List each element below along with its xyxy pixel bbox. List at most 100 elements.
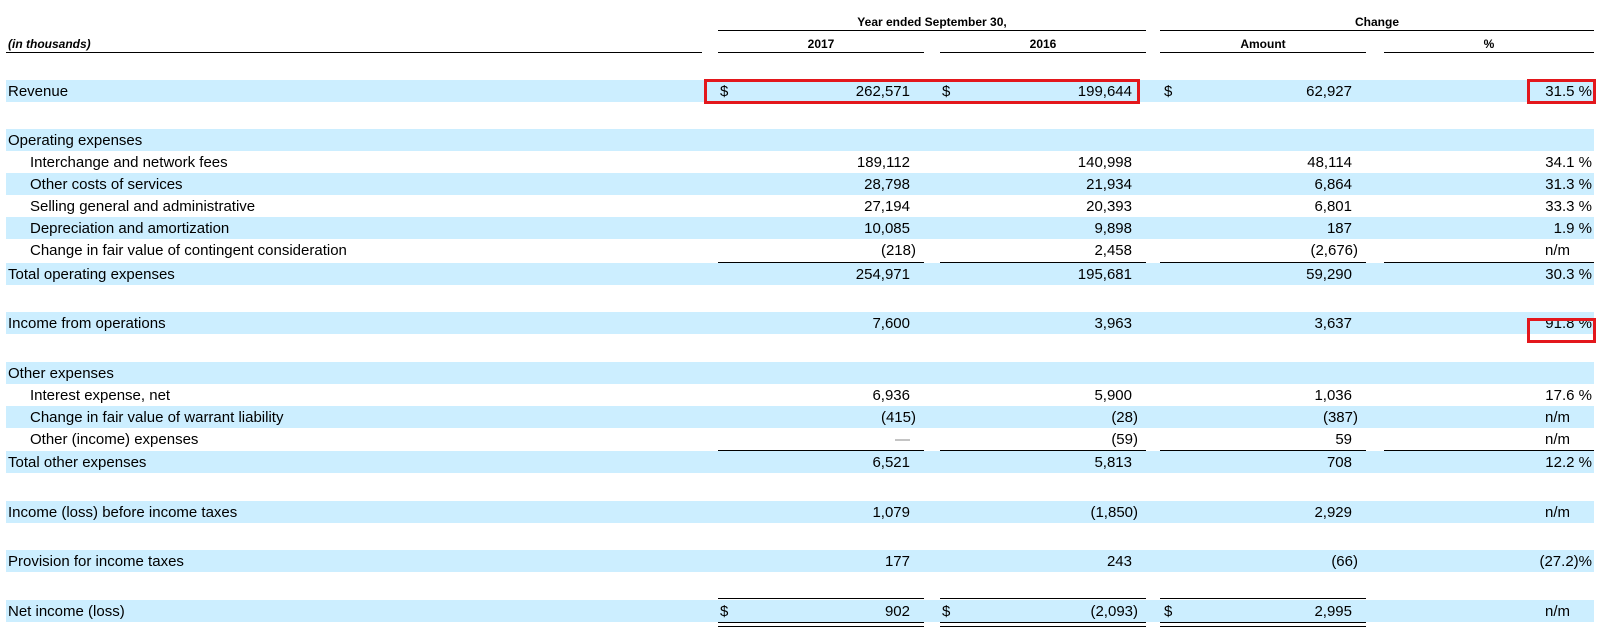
value-2016: 20,393 bbox=[1086, 198, 1132, 215]
highlight-box-income-ops-pct bbox=[1527, 318, 1596, 343]
change-amount: 6,864 bbox=[1314, 176, 1352, 193]
row-label: Income from operations bbox=[8, 315, 166, 332]
change-pct: n/m bbox=[1544, 242, 1570, 259]
table-row-revenue: Revenue $ 262,571 $ 199,644 $ 62,927 31.… bbox=[6, 80, 1594, 102]
value-2017: 10,085 bbox=[864, 220, 910, 237]
section-header-operating-expenses: Operating expenses bbox=[6, 129, 1594, 151]
subtotal-rule bbox=[940, 262, 1146, 263]
table-row-total-operating-expenses: Total operating expenses 254,971 195,681… bbox=[6, 263, 1594, 285]
table-row-contingent: Change in fair value of contingent consi… bbox=[6, 239, 1594, 261]
row-label: Revenue bbox=[8, 83, 69, 100]
highlight-box-revenue-values bbox=[704, 79, 1140, 104]
value-2016: (1,850) bbox=[1090, 504, 1138, 521]
col-pct-header: % bbox=[1483, 37, 1495, 51]
change-amount: (66) bbox=[1331, 553, 1358, 570]
change-amount: 2,995 bbox=[1314, 603, 1352, 620]
table-row-sga: Selling general and administrative 27,19… bbox=[6, 195, 1594, 217]
value-2017: 6,936 bbox=[872, 387, 910, 404]
row-label: Interest expense, net bbox=[30, 387, 171, 404]
value-2016: 2,458 bbox=[1094, 242, 1132, 259]
value-2016: 5,900 bbox=[1094, 387, 1132, 404]
change-amount: (387) bbox=[1322, 409, 1358, 426]
value-2017: (415) bbox=[880, 409, 916, 426]
table-row-total-other-expenses: Total other expenses 6,521 5,813 708 12.… bbox=[6, 451, 1594, 473]
subtotal-rule bbox=[1384, 262, 1594, 263]
subtotal-rule bbox=[1160, 262, 1366, 263]
value-2017: 28,798 bbox=[864, 176, 910, 193]
table-row-interchange: Interchange and network fees 189,112 140… bbox=[6, 151, 1594, 173]
total-rule bbox=[718, 598, 924, 599]
year-ended-header: Year ended September 30, bbox=[857, 15, 1007, 29]
change-pct: 30.3 % bbox=[1545, 266, 1592, 283]
col-amount-rule bbox=[1160, 52, 1366, 53]
change-amount: 2,929 bbox=[1314, 504, 1352, 521]
value-2017: 7,600 bbox=[872, 315, 910, 332]
year-ended-rule bbox=[718, 30, 1146, 31]
table-row-net-income: Net income (loss) $ 902 $ (2,093) $ 2,99… bbox=[6, 600, 1594, 622]
subtotal-rule bbox=[718, 262, 924, 263]
highlight-box-revenue-pct bbox=[1527, 79, 1596, 104]
header-rule bbox=[6, 52, 702, 53]
row-label: Change in fair value of warrant liabilit… bbox=[30, 409, 284, 426]
table-row-other-income-expenses: Other (income) expenses — (59) 59 n/m bbox=[6, 428, 1594, 450]
subtotal-rule bbox=[940, 450, 1146, 451]
table-row-warrant-liability: Change in fair value of warrant liabilit… bbox=[6, 406, 1594, 428]
change-pct: 31.3 % bbox=[1545, 176, 1592, 193]
table-row-interest-expense: Interest expense, net 6,936 5,900 1,036 … bbox=[6, 384, 1594, 406]
currency-sign: $ bbox=[720, 603, 729, 620]
col-2017-header: 2017 bbox=[807, 37, 835, 51]
value-2017: (218) bbox=[880, 242, 916, 259]
value-2016: 243 bbox=[1106, 553, 1132, 570]
col-2016-rule bbox=[940, 52, 1146, 53]
row-label: Change in fair value of contingent consi… bbox=[30, 242, 347, 259]
value-2016: 3,963 bbox=[1094, 315, 1132, 332]
double-underline bbox=[718, 622, 924, 627]
value-2016: (59) bbox=[1111, 431, 1138, 448]
value-2016: 5,813 bbox=[1094, 454, 1132, 471]
value-2017: 254,971 bbox=[855, 266, 910, 283]
value-2016: (2,093) bbox=[1090, 603, 1138, 620]
change-pct: 12.2 % bbox=[1545, 454, 1592, 471]
table-row-income-from-operations: Income from operations 7,600 3,963 3,637… bbox=[6, 312, 1594, 334]
currency-sign: $ bbox=[1164, 603, 1173, 620]
change-amount: 187 bbox=[1326, 220, 1352, 237]
change-amount: 62,927 bbox=[1306, 83, 1352, 100]
change-pct: n/m bbox=[1544, 603, 1570, 620]
total-rule bbox=[940, 598, 1146, 599]
value-2017: 6,521 bbox=[872, 454, 910, 471]
change-pct: n/m bbox=[1544, 504, 1570, 521]
double-underline bbox=[940, 622, 1146, 627]
value-2016: 21,934 bbox=[1086, 176, 1132, 193]
row-label: Provision for income taxes bbox=[8, 553, 184, 570]
change-amount: 708 bbox=[1326, 454, 1352, 471]
total-rule bbox=[1160, 598, 1366, 599]
change-amount: 3,637 bbox=[1314, 315, 1352, 332]
value-2017: 177 bbox=[884, 553, 910, 570]
table-row-depreciation: Depreciation and amortization 10,085 9,8… bbox=[6, 217, 1594, 239]
change-pct: 17.6 % bbox=[1545, 387, 1592, 404]
value-2017: 262,571 bbox=[855, 83, 910, 100]
change-amount: 48,114 bbox=[1307, 154, 1352, 171]
change-pct: 34.1 % bbox=[1545, 154, 1592, 171]
value-2017: — bbox=[895, 431, 910, 448]
change-pct: 1.9 % bbox=[1553, 220, 1592, 237]
change-rule bbox=[1160, 30, 1594, 31]
table-row-pretax-income: Income (loss) before income taxes 1,079 … bbox=[6, 501, 1594, 523]
value-2017: 189,112 bbox=[856, 154, 910, 171]
change-pct: (27.2)% bbox=[1539, 553, 1592, 570]
value-2016: 195,681 bbox=[1077, 266, 1132, 283]
double-underline bbox=[1160, 622, 1366, 627]
change-pct: 33.3 % bbox=[1545, 198, 1592, 215]
currency-sign: $ bbox=[1164, 83, 1173, 100]
row-label: Other costs of services bbox=[30, 176, 183, 193]
section-label: Operating expenses bbox=[8, 132, 143, 149]
col-2017-rule bbox=[718, 52, 924, 53]
change-header: Change bbox=[1354, 15, 1399, 29]
currency-sign: $ bbox=[942, 83, 951, 100]
subtotal-rule bbox=[1160, 450, 1366, 451]
row-label: Total operating expenses bbox=[8, 266, 175, 283]
row-label: Depreciation and amortization bbox=[30, 220, 230, 237]
units-note: (in thousands) bbox=[8, 37, 91, 51]
change-amount: 59,290 bbox=[1306, 266, 1352, 283]
section-header-other-expenses: Other expenses bbox=[6, 362, 1594, 384]
